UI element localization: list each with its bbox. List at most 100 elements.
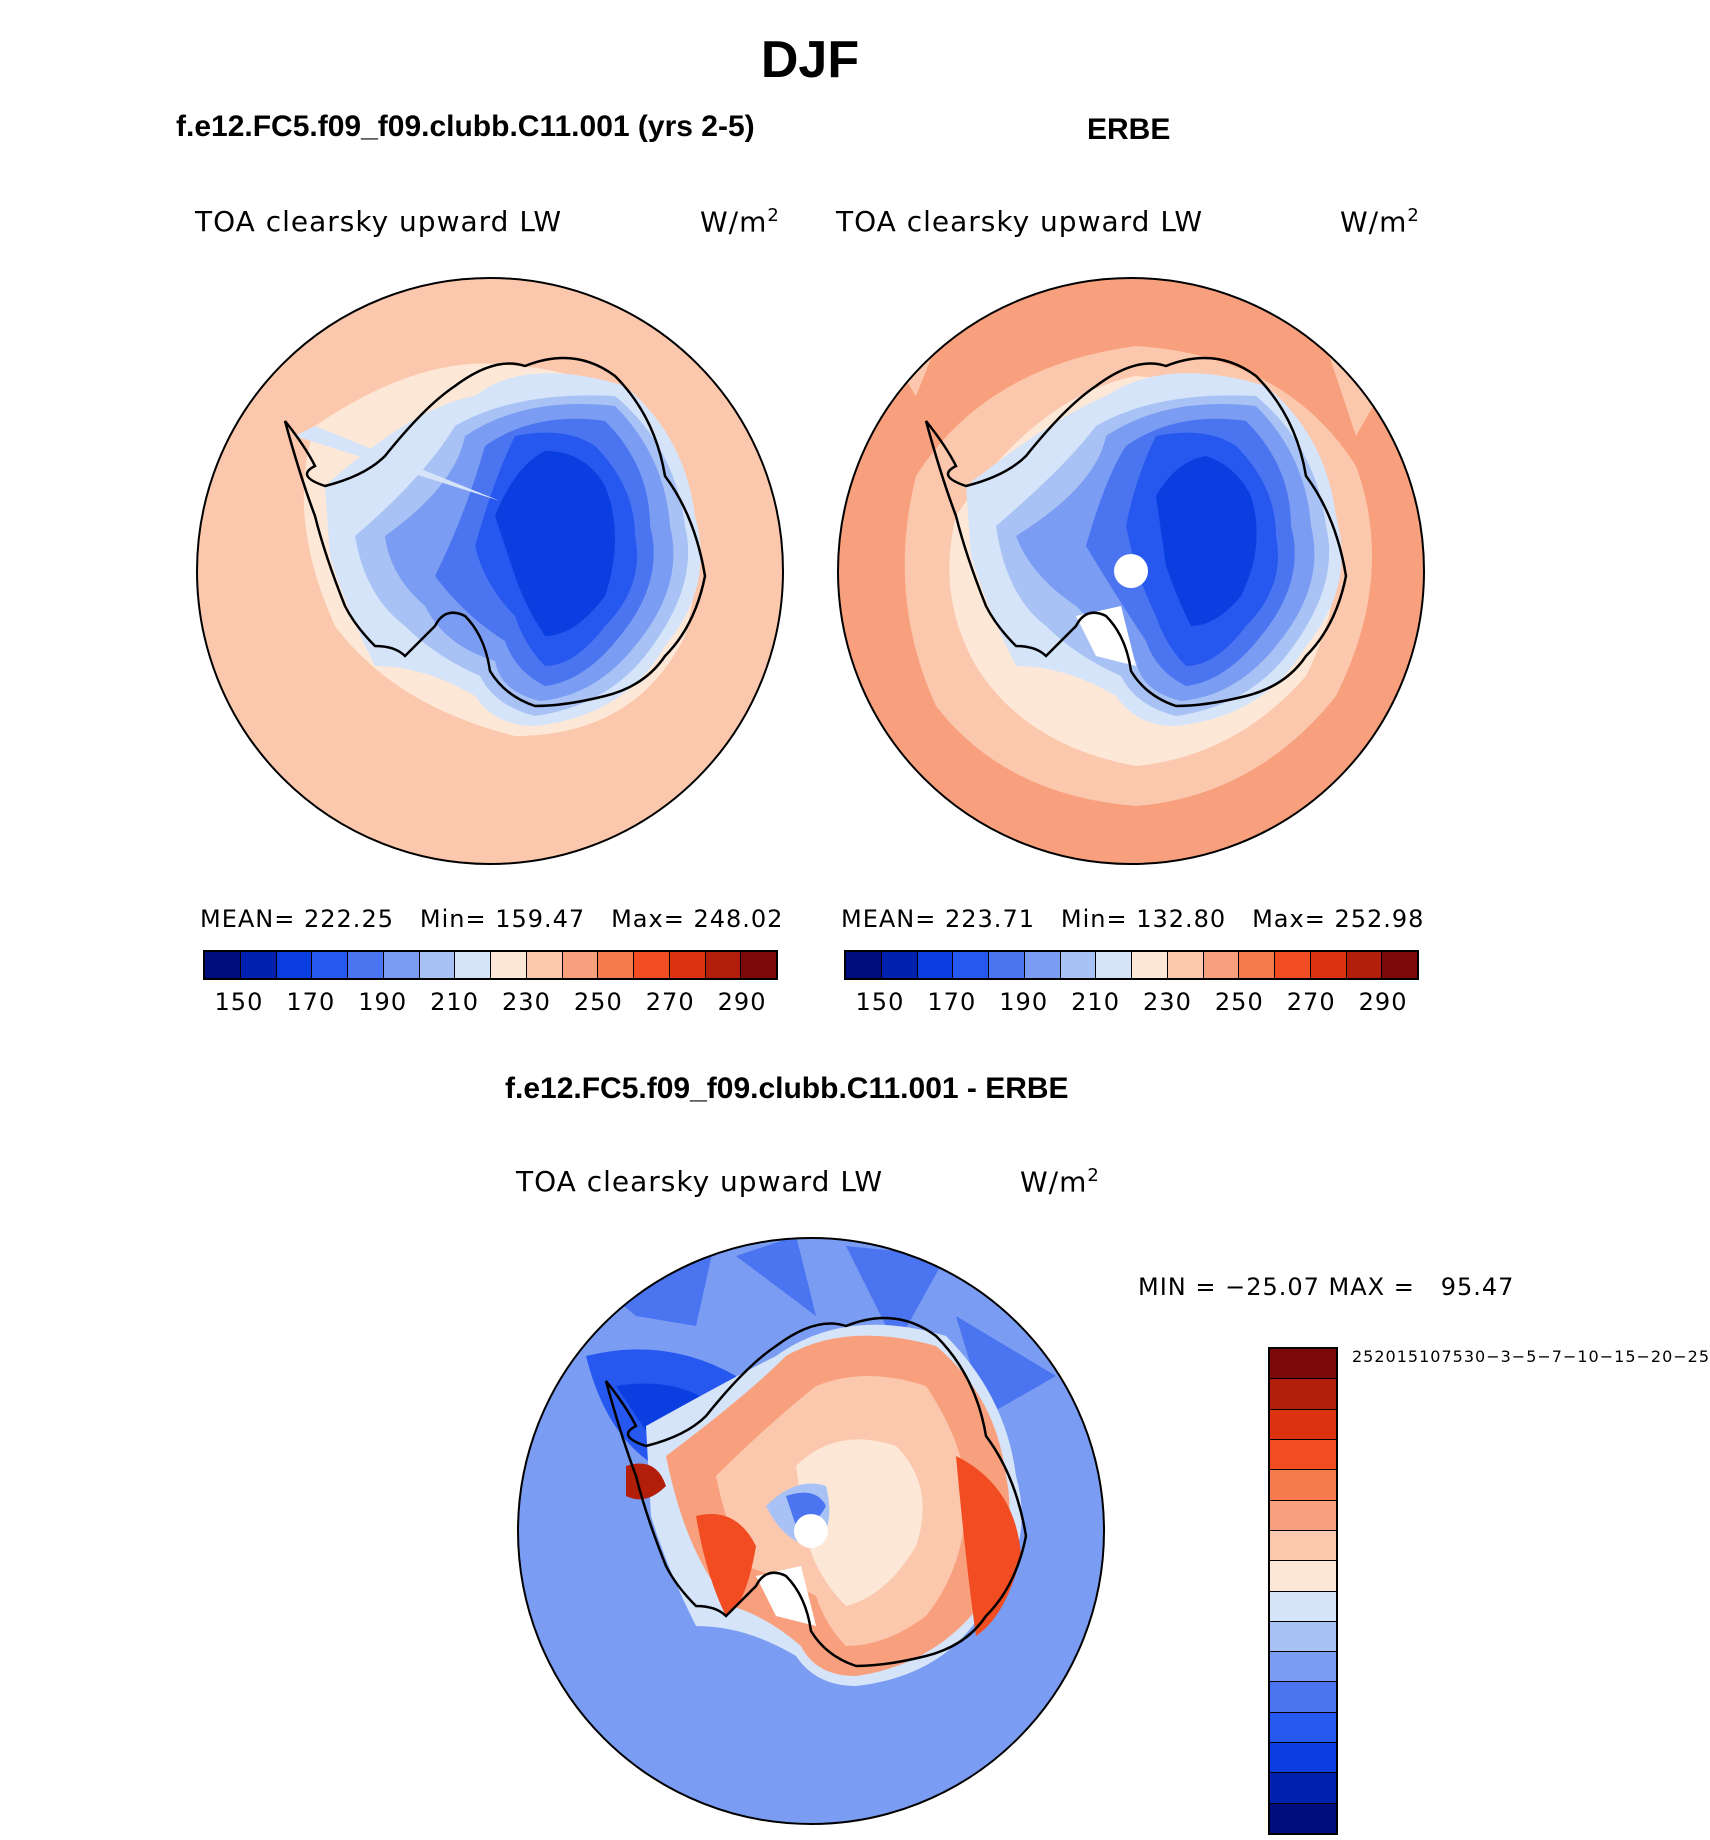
- colorbar-tick-label: 290: [717, 988, 767, 1016]
- diff-colorbar-ticks: 252015107530−3−5−7−10−15−20−25: [1352, 1347, 1709, 1835]
- colorbar-swatch: [348, 952, 384, 978]
- colorbar-tick-label: 170: [927, 988, 977, 1016]
- colorbar-tick-label: −5: [1511, 1347, 1538, 1366]
- colorbar-tick-label: 3: [1463, 1347, 1475, 1366]
- colorbar-swatch: [598, 952, 634, 978]
- colorbar-swatch: [846, 952, 882, 978]
- colorbar-tick-label: 250: [573, 988, 623, 1016]
- colorbar-swatch: [1270, 1530, 1336, 1562]
- colorbar-tick-label: 230: [502, 988, 551, 1016]
- colorbar-tick-label: −25: [1673, 1347, 1710, 1366]
- colorbar-swatch: [1167, 952, 1204, 978]
- diff-map: [517, 1237, 1105, 1825]
- colorbar-swatch: [1270, 1439, 1336, 1471]
- colorbar-swatch: [1096, 952, 1132, 978]
- colorbar-swatch: [881, 952, 918, 978]
- colorbar-swatch: [1270, 1561, 1336, 1592]
- colorbar-tick-label: 270: [1286, 988, 1336, 1016]
- colorbar-swatch: [705, 952, 742, 978]
- panel-2-units: W/m2: [1340, 205, 1420, 239]
- colorbar-swatch: [1270, 1470, 1336, 1501]
- colorbar-swatch: [953, 952, 989, 978]
- colorbar-swatch: [562, 952, 599, 978]
- diff-title: f.e12.FC5.f09_f09.clubb.C11.001 - ERBE: [505, 1072, 1069, 1105]
- colorbar-swatch: [312, 952, 348, 978]
- panel-2-variable: TOA clearsky upward LW: [836, 205, 1204, 238]
- colorbar-tick-label: 150: [214, 988, 264, 1016]
- panel-1-title: f.e12.FC5.f09_f09.clubb.C11.001 (yrs 2-5…: [176, 110, 755, 143]
- panel-1-variable: TOA clearsky upward LW: [195, 205, 563, 238]
- colorbar-swatch: [383, 952, 420, 978]
- colorbar-tick-label: 170: [286, 988, 336, 1016]
- colorbar-swatch: [741, 952, 776, 978]
- panel-2-colorbar-ticks: 150 170 190 210 230 250 270 290: [844, 988, 1419, 1018]
- panel-2-map: [837, 277, 1425, 865]
- colorbar-swatch: [1382, 952, 1417, 978]
- colorbar-tick-label: −3: [1486, 1347, 1512, 1366]
- colorbar-swatch: [1270, 1773, 1336, 1804]
- colorbar-swatch: [1270, 1591, 1336, 1622]
- colorbar-tick-label: 230: [1143, 988, 1192, 1016]
- colorbar-tick-label: −15: [1599, 1347, 1637, 1366]
- colorbar-swatch: [989, 952, 1025, 978]
- colorbar-swatch: [1239, 952, 1275, 978]
- panel-1-map: [196, 277, 784, 865]
- colorbar-tick-label: 5: [1452, 1347, 1464, 1366]
- colorbar-tick-label: 190: [999, 988, 1049, 1016]
- colorbar-tick-label: 290: [1358, 988, 1408, 1016]
- colorbar-swatch: [1132, 952, 1168, 978]
- colorbar-swatch: [526, 952, 563, 978]
- colorbar-tick-label: −10: [1562, 1347, 1600, 1366]
- colorbar-tick-label: 250: [1214, 988, 1264, 1016]
- colorbar-swatch: [1203, 952, 1240, 978]
- colorbar-swatch: [491, 952, 527, 978]
- main-title: DJF: [760, 31, 860, 89]
- colorbar-tick-label: 0: [1475, 1347, 1487, 1366]
- colorbar-swatch: [1270, 1712, 1336, 1744]
- colorbar-swatch: [1270, 1803, 1336, 1833]
- panel-1-colorbar: [203, 950, 778, 980]
- colorbar-swatch: [1024, 952, 1061, 978]
- colorbar-swatch: [1270, 1349, 1336, 1380]
- colorbar-tick-label: 150: [855, 988, 905, 1016]
- colorbar-swatch: [240, 952, 277, 978]
- colorbar-tick-label: −7: [1537, 1347, 1563, 1366]
- colorbar-swatch: [1310, 952, 1347, 978]
- panel-1-stats: MEAN= 222.25 Min= 159.47 Max= 248.02: [200, 905, 784, 933]
- colorbar-tick-label: 190: [358, 988, 408, 1016]
- colorbar-tick-label: 20: [1374, 1347, 1397, 1366]
- colorbar-swatch: [205, 952, 241, 978]
- diff-colorbar: [1268, 1347, 1338, 1835]
- diff-variable: TOA clearsky upward LW: [516, 1165, 884, 1198]
- colorbar-swatch: [917, 952, 954, 978]
- diff-minmax: MIN = −25.07 MAX = 95.47: [1138, 1273, 1515, 1301]
- colorbar-swatch: [669, 952, 706, 978]
- colorbar-swatch: [1270, 1379, 1336, 1410]
- colorbar-swatch: [455, 952, 491, 978]
- colorbar-tick-label: 210: [1071, 988, 1120, 1016]
- colorbar-swatch: [1270, 1621, 1336, 1653]
- colorbar-tick-label: 15: [1396, 1347, 1420, 1366]
- colorbar-tick-label: −20: [1636, 1347, 1674, 1366]
- colorbar-swatch: [1270, 1500, 1336, 1531]
- colorbar-tick-label: 25: [1352, 1347, 1375, 1366]
- colorbar-swatch: [1060, 952, 1097, 978]
- colorbar-swatch: [1270, 1409, 1336, 1440]
- colorbar-swatch: [276, 952, 313, 978]
- colorbar-swatch: [419, 952, 456, 978]
- colorbar-swatch: [1346, 952, 1383, 978]
- panel-1-colorbar-ticks: 150 170 190 210 230 250 270 290: [203, 988, 778, 1018]
- colorbar-swatch: [1270, 1682, 1336, 1713]
- panel-2-stats: MEAN= 223.71 Min= 132.80 Max= 252.98: [841, 905, 1425, 933]
- panel-2-colorbar: [844, 950, 1419, 980]
- colorbar-tick-label: 210: [430, 988, 479, 1016]
- colorbar-swatch: [1270, 1743, 1336, 1774]
- diff-units: W/m2: [1020, 1165, 1100, 1199]
- colorbar-swatch: [1270, 1652, 1336, 1683]
- colorbar-tick-label: 10: [1419, 1347, 1442, 1366]
- colorbar-swatch: [634, 952, 670, 978]
- colorbar-tick-label: 270: [645, 988, 695, 1016]
- panel-1-units: W/m2: [700, 205, 780, 239]
- colorbar-tick-label: 7: [1441, 1347, 1453, 1366]
- panel-2-title: ERBE: [1087, 113, 1171, 146]
